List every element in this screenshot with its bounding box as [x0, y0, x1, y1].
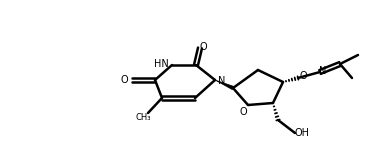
Text: O: O [120, 75, 128, 85]
Text: O: O [239, 107, 247, 117]
Polygon shape [215, 80, 234, 90]
Text: CH₃: CH₃ [135, 112, 151, 122]
Text: O: O [199, 42, 207, 52]
Text: N: N [319, 66, 327, 76]
Text: O: O [299, 71, 307, 81]
Text: N: N [218, 76, 226, 86]
Text: OH: OH [294, 128, 310, 138]
Text: HN: HN [154, 59, 169, 69]
